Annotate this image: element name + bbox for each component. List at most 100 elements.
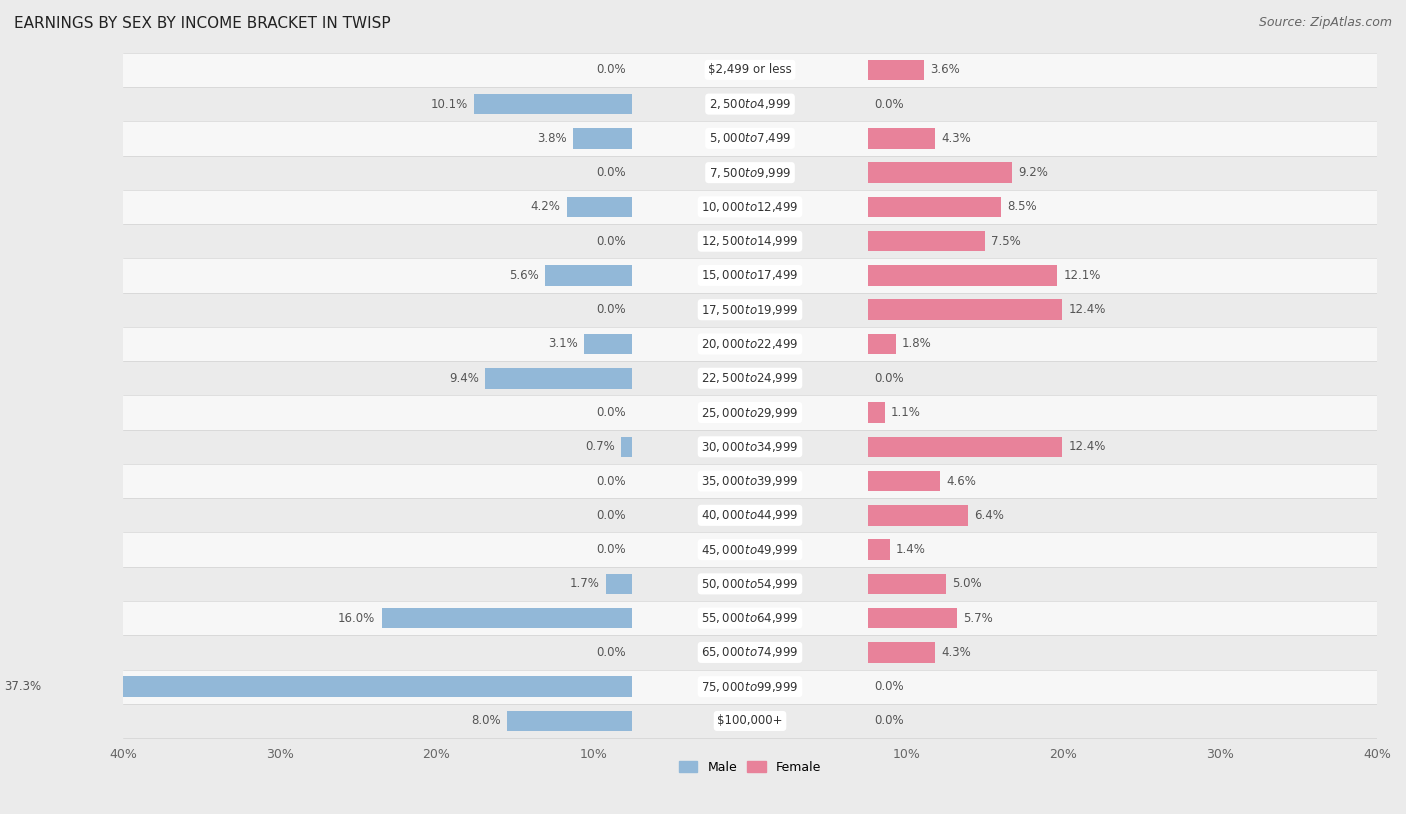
Bar xyxy=(122,190,1376,224)
Text: 5.6%: 5.6% xyxy=(509,269,538,282)
Bar xyxy=(122,601,1376,635)
Text: 1.4%: 1.4% xyxy=(896,543,925,556)
Text: $20,000 to $22,499: $20,000 to $22,499 xyxy=(702,337,799,351)
Bar xyxy=(868,574,946,594)
Bar xyxy=(381,608,633,628)
Bar xyxy=(122,704,1376,738)
Text: 1.8%: 1.8% xyxy=(903,338,932,351)
Text: 1.1%: 1.1% xyxy=(891,406,921,419)
Bar xyxy=(868,59,924,80)
Bar xyxy=(868,402,884,422)
Text: 0.0%: 0.0% xyxy=(875,715,904,728)
Text: 0.0%: 0.0% xyxy=(596,406,626,419)
Text: $75,000 to $99,999: $75,000 to $99,999 xyxy=(702,680,799,694)
Bar xyxy=(122,87,1376,121)
Text: 5.0%: 5.0% xyxy=(952,577,981,590)
Text: EARNINGS BY SEX BY INCOME BRACKET IN TWISP: EARNINGS BY SEX BY INCOME BRACKET IN TWI… xyxy=(14,16,391,31)
Text: 0.7%: 0.7% xyxy=(585,440,616,453)
Text: 37.3%: 37.3% xyxy=(4,681,41,694)
Text: 0.0%: 0.0% xyxy=(875,372,904,385)
Text: $7,500 to $9,999: $7,500 to $9,999 xyxy=(709,165,792,180)
Bar xyxy=(48,676,633,697)
Bar xyxy=(122,567,1376,601)
Text: 0.0%: 0.0% xyxy=(596,234,626,247)
Bar xyxy=(621,436,633,457)
Text: $15,000 to $17,499: $15,000 to $17,499 xyxy=(702,269,799,282)
Text: 4.6%: 4.6% xyxy=(946,475,976,488)
Bar xyxy=(868,334,896,354)
Bar xyxy=(868,265,1057,286)
Text: 5.7%: 5.7% xyxy=(963,611,993,624)
Bar xyxy=(122,361,1376,396)
Text: 0.0%: 0.0% xyxy=(596,646,626,659)
Bar xyxy=(868,162,1012,183)
Bar xyxy=(868,608,957,628)
Text: 7.5%: 7.5% xyxy=(991,234,1021,247)
Bar xyxy=(122,498,1376,532)
Text: 4.3%: 4.3% xyxy=(941,646,972,659)
Text: 12.4%: 12.4% xyxy=(1069,304,1105,316)
Text: $30,000 to $34,999: $30,000 to $34,999 xyxy=(702,440,799,453)
Text: $100,000+: $100,000+ xyxy=(717,715,783,728)
Bar xyxy=(122,464,1376,498)
Text: 0.0%: 0.0% xyxy=(875,681,904,694)
Text: $5,000 to $7,499: $5,000 to $7,499 xyxy=(709,131,792,146)
Text: 0.0%: 0.0% xyxy=(596,509,626,522)
Legend: Male, Female: Male, Female xyxy=(673,755,827,779)
Bar xyxy=(122,670,1376,704)
Bar xyxy=(122,430,1376,464)
Text: 3.1%: 3.1% xyxy=(548,338,578,351)
Text: $10,000 to $12,499: $10,000 to $12,499 xyxy=(702,200,799,214)
Bar xyxy=(868,470,939,492)
Text: $35,000 to $39,999: $35,000 to $39,999 xyxy=(702,474,799,488)
Bar xyxy=(508,711,633,731)
Text: $17,500 to $19,999: $17,500 to $19,999 xyxy=(702,303,799,317)
Bar xyxy=(868,540,890,560)
Bar xyxy=(583,334,633,354)
Text: Source: ZipAtlas.com: Source: ZipAtlas.com xyxy=(1258,16,1392,29)
Bar xyxy=(868,197,1001,217)
Bar xyxy=(868,436,1062,457)
Text: 1.7%: 1.7% xyxy=(569,577,599,590)
Bar xyxy=(868,231,986,252)
Text: 10.1%: 10.1% xyxy=(430,98,468,111)
Text: 0.0%: 0.0% xyxy=(596,63,626,77)
Text: 8.5%: 8.5% xyxy=(1007,200,1036,213)
Text: $65,000 to $74,999: $65,000 to $74,999 xyxy=(702,646,799,659)
Text: 6.4%: 6.4% xyxy=(974,509,1004,522)
Bar xyxy=(485,368,633,388)
Text: 0.0%: 0.0% xyxy=(596,543,626,556)
Bar xyxy=(868,642,935,663)
Bar xyxy=(868,505,967,526)
Text: 3.6%: 3.6% xyxy=(931,63,960,77)
Text: 9.4%: 9.4% xyxy=(449,372,479,385)
Bar xyxy=(122,53,1376,87)
Text: $40,000 to $44,999: $40,000 to $44,999 xyxy=(702,508,799,523)
Text: 4.2%: 4.2% xyxy=(530,200,561,213)
Text: 16.0%: 16.0% xyxy=(337,611,375,624)
Bar xyxy=(544,265,633,286)
Bar xyxy=(122,635,1376,670)
Bar xyxy=(122,292,1376,327)
Text: 9.2%: 9.2% xyxy=(1018,166,1047,179)
Text: 0.0%: 0.0% xyxy=(596,475,626,488)
Text: 0.0%: 0.0% xyxy=(875,98,904,111)
Bar xyxy=(122,532,1376,567)
Text: 12.1%: 12.1% xyxy=(1063,269,1101,282)
Bar xyxy=(122,258,1376,292)
Text: 12.4%: 12.4% xyxy=(1069,440,1105,453)
Bar xyxy=(868,300,1062,320)
Bar xyxy=(122,155,1376,190)
Bar xyxy=(868,128,935,149)
Bar xyxy=(122,327,1376,361)
Bar xyxy=(606,574,633,594)
Text: $45,000 to $49,999: $45,000 to $49,999 xyxy=(702,543,799,557)
Bar xyxy=(122,396,1376,430)
Bar xyxy=(567,197,633,217)
Text: $2,499 or less: $2,499 or less xyxy=(709,63,792,77)
Bar xyxy=(474,94,633,115)
Bar xyxy=(122,224,1376,258)
Text: 0.0%: 0.0% xyxy=(596,304,626,316)
Text: $55,000 to $64,999: $55,000 to $64,999 xyxy=(702,611,799,625)
Text: $2,500 to $4,999: $2,500 to $4,999 xyxy=(709,97,792,111)
